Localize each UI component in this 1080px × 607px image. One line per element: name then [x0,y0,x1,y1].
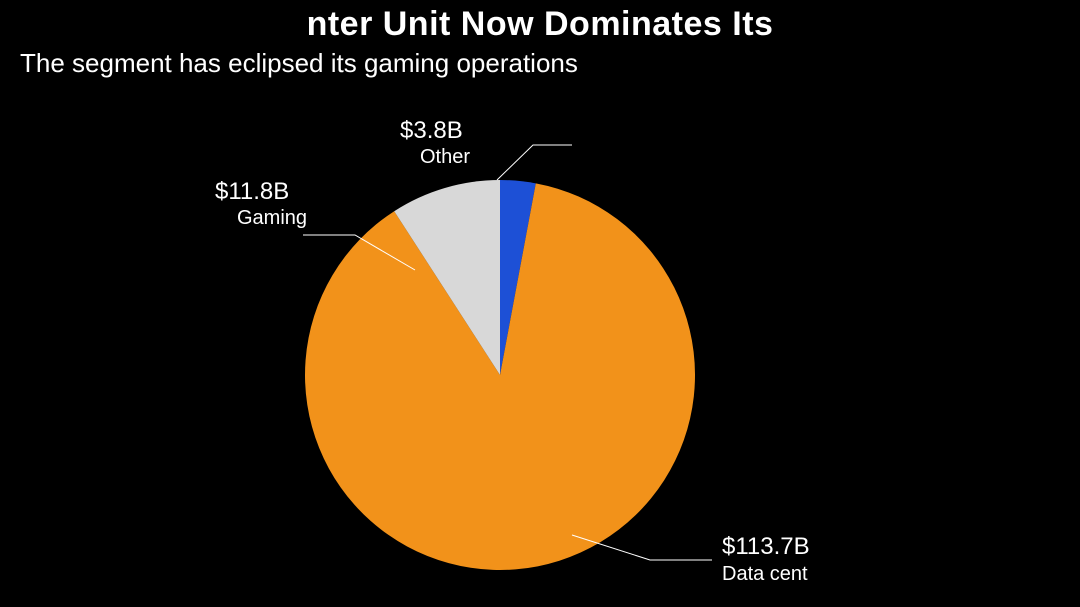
pie-chart [0,0,1080,607]
slice-name: Other [420,145,470,169]
slice-value: $3.8B [400,117,463,146]
slice-name: Gaming [237,206,307,230]
slice-name: Data cent [722,562,808,586]
slice-label-gaming: $11.8BGaming [215,178,289,207]
slice-value: $113.7B [722,533,810,562]
slice-value: $11.8B [215,178,289,207]
slice-label-other: $3.8BOther [400,117,463,146]
leader-line [497,145,572,180]
slice-label-data-cent: $113.7BData cent [722,533,810,562]
